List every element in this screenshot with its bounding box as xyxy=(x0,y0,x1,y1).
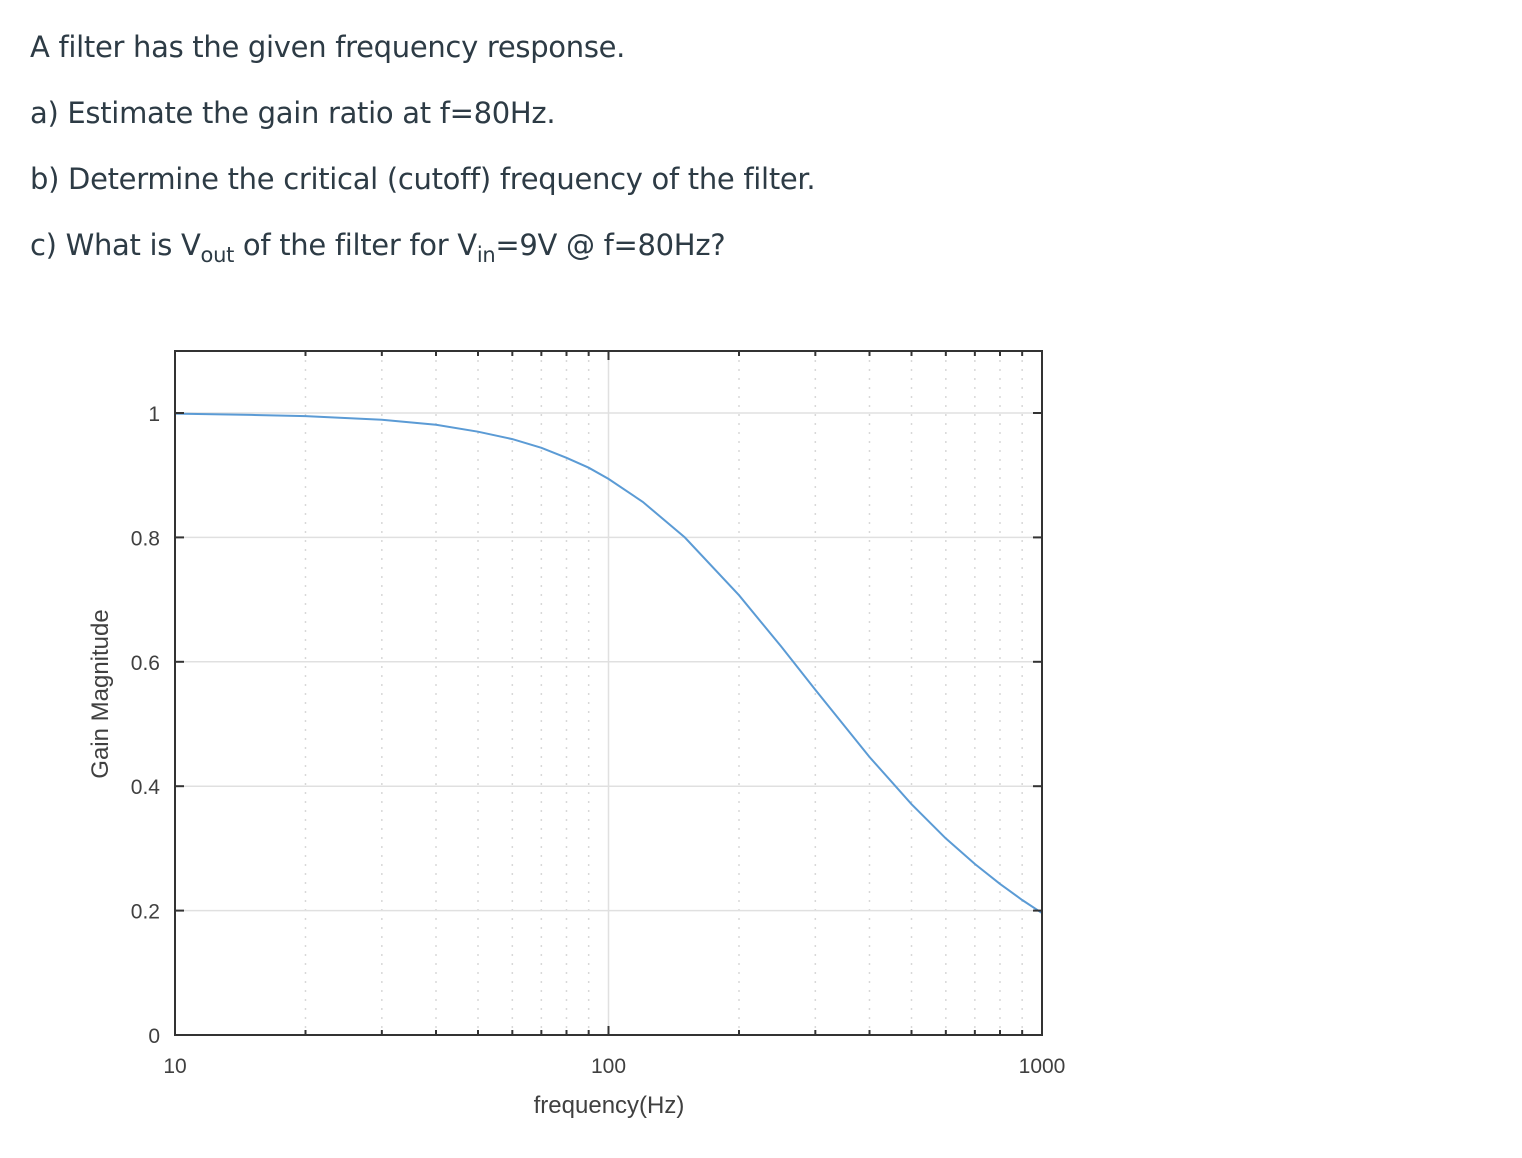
part-c-prefix: c) What is V xyxy=(30,228,201,262)
y-axis-label: Gain Magnitude xyxy=(87,609,114,778)
x-tick-label: 1000 xyxy=(1019,1055,1066,1078)
x-tick-label: 10 xyxy=(163,1055,186,1078)
vin-subscript: in xyxy=(476,243,496,267)
question-intro: A filter has the given frequency respons… xyxy=(30,30,626,64)
tick-labels: 10 100 1000 0 0.2 0.4 0.6 0.8 1 xyxy=(131,403,1066,1078)
y-tick-label: 0.4 xyxy=(131,776,161,799)
y-tick-label: 0 xyxy=(148,1025,160,1048)
question-part-a: a) Estimate the gain ratio at f=80Hz. xyxy=(30,96,556,130)
x-tick-label: 100 xyxy=(591,1055,626,1078)
gain-curve xyxy=(174,412,1043,914)
question-part-b: b) Determine the critical (cutoff) frequ… xyxy=(30,162,816,196)
vout-subscript: out xyxy=(200,243,235,267)
question-part-c: c) What is Vout of the filter for Vin=9V… xyxy=(30,228,726,266)
part-c-suffix: =9V @ f=80Hz? xyxy=(495,228,726,262)
x-axis-label: frequency(Hz) xyxy=(534,1092,685,1119)
y-tick-label: 0.6 xyxy=(131,652,160,675)
axis-ticks xyxy=(174,351,1043,1036)
y-tick-label: 0.8 xyxy=(131,527,160,550)
y-tick-label: 1 xyxy=(148,403,160,426)
grid-lines xyxy=(174,351,1043,1036)
y-tick-label: 0.2 xyxy=(131,901,160,924)
part-c-middle: of the filter for V xyxy=(234,228,477,262)
